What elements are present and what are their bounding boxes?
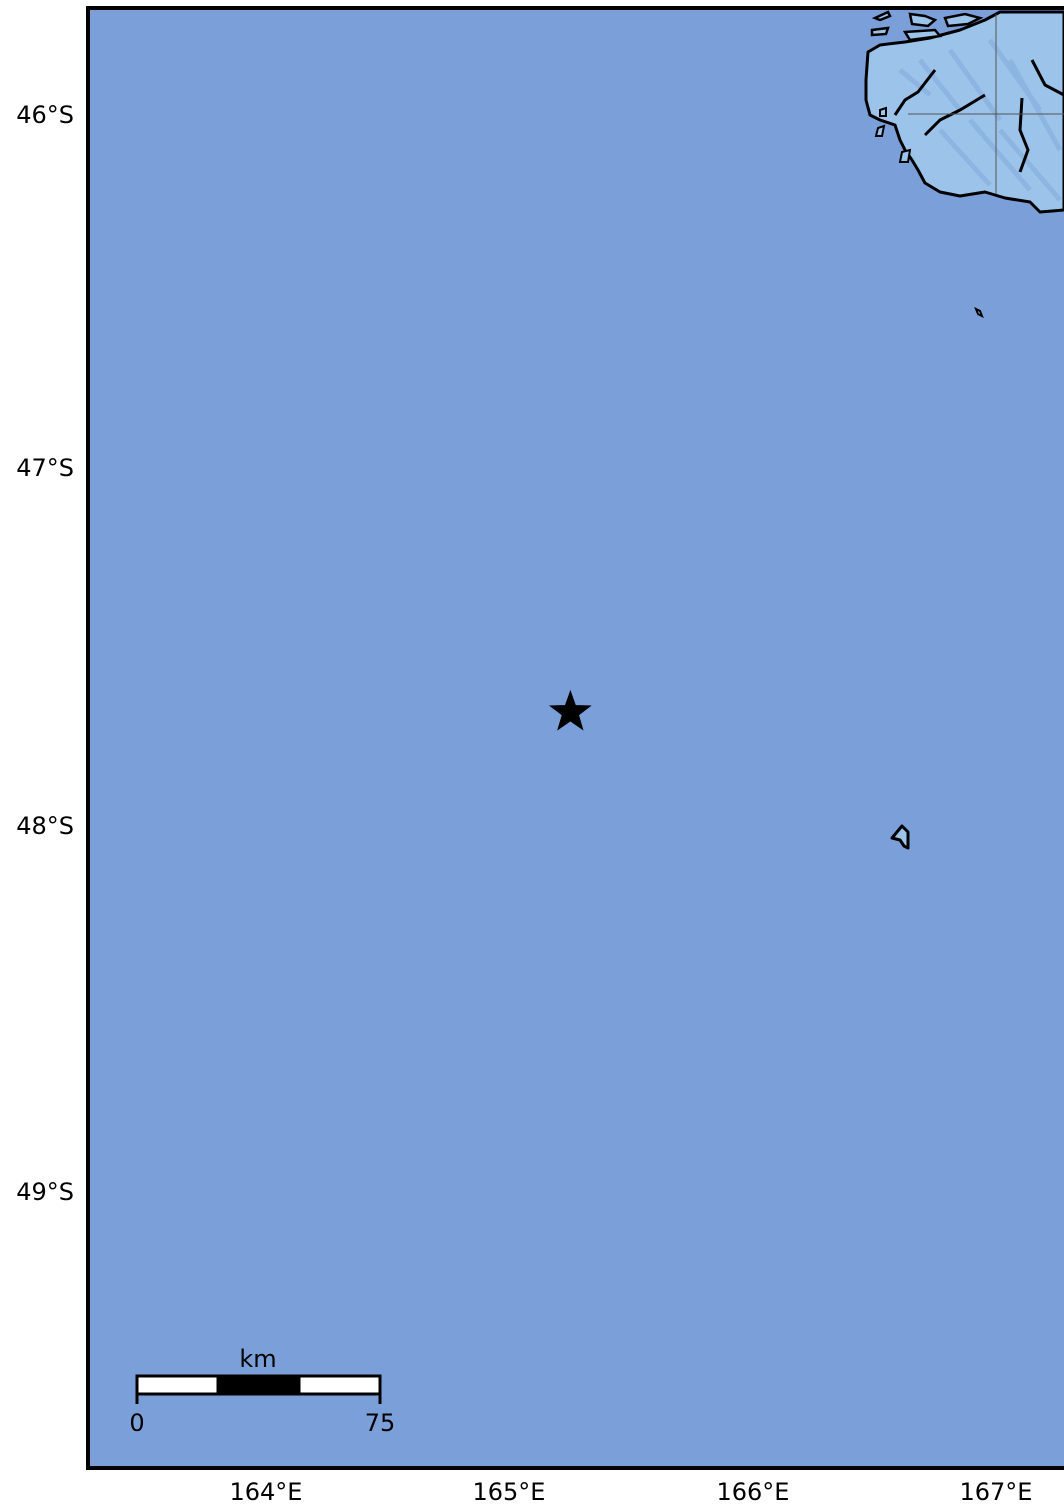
scale-segment-2 xyxy=(216,1374,301,1396)
map-frame xyxy=(86,6,1064,1470)
star-icon xyxy=(548,689,592,731)
islets-north xyxy=(870,10,984,163)
scale-segment-1 xyxy=(135,1374,220,1396)
scale-end-label: 75 xyxy=(365,1409,396,1437)
lon-label-167: 167°E xyxy=(960,1478,1033,1505)
lat-label-46: 46°S xyxy=(16,101,74,129)
scale-bar: km 0 75 xyxy=(129,1345,395,1437)
islet-small xyxy=(974,306,984,319)
scale-unit-label: km xyxy=(239,1345,276,1373)
lat-label-48: 48°S xyxy=(16,812,74,840)
lat-label-49: 49°S xyxy=(16,1178,74,1206)
lon-label-166: 166°E xyxy=(717,1478,790,1505)
lon-label-165: 165°E xyxy=(473,1478,546,1505)
islet-south xyxy=(890,824,910,850)
lon-label-164: 164°E xyxy=(230,1478,303,1505)
land-main xyxy=(864,10,1064,214)
scale-segment-3 xyxy=(297,1374,382,1396)
scale-start-label: 0 xyxy=(129,1409,144,1437)
ocean-area xyxy=(88,8,1064,1468)
lat-label-47: 47°S xyxy=(16,454,74,482)
landmass-fiordland xyxy=(864,10,1064,214)
